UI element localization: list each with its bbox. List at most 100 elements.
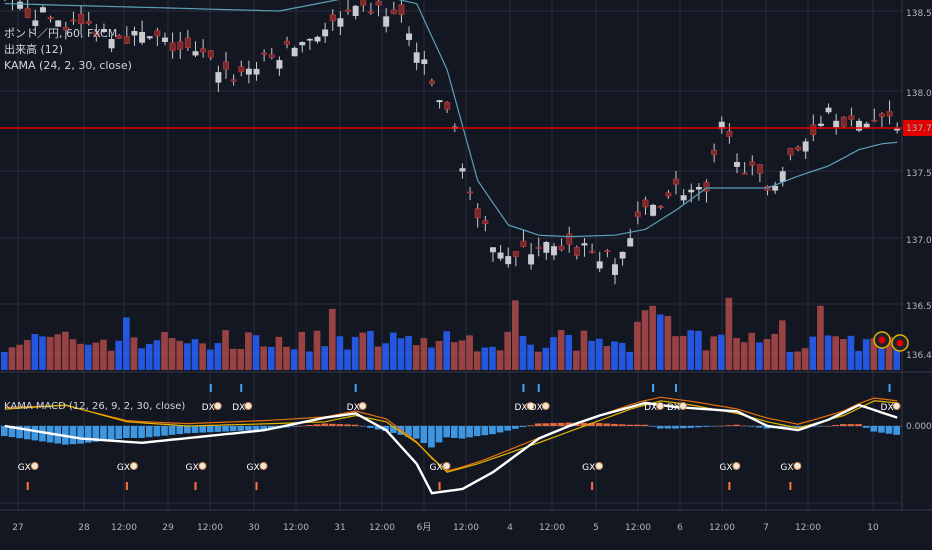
candle-body	[497, 252, 504, 259]
volume-bar	[313, 330, 321, 370]
time-axis-tick: 30	[248, 523, 260, 533]
price-axis-tick: 138.000	[906, 89, 932, 99]
volume-bar	[46, 336, 54, 370]
macd-histogram-bar	[184, 426, 191, 434]
kama-line	[4, 0, 898, 238]
dx-signal-icon	[213, 402, 222, 410]
candle-body	[85, 21, 92, 24]
dx-signal-icon	[656, 402, 665, 410]
macd-histogram-bar	[794, 426, 801, 428]
dx-signal-label: DX	[514, 403, 527, 413]
gx-signal-icon	[30, 462, 39, 470]
gx-signal-icon	[198, 462, 207, 470]
macd-histogram-bar	[92, 426, 100, 442]
candle-body	[93, 31, 100, 37]
macd-histogram-bar	[145, 426, 153, 438]
candle-body	[177, 41, 184, 50]
candle-body	[612, 264, 618, 275]
candle-body	[360, 0, 367, 6]
candle-body	[711, 149, 718, 155]
candle-body	[154, 30, 161, 37]
gx-signal-icon	[259, 462, 268, 470]
time-axis-tick: 12:00	[283, 523, 309, 533]
volume-bar	[634, 321, 641, 370]
volume-bar	[740, 342, 748, 370]
macd-histogram-bar	[496, 426, 504, 433]
volume-bar	[260, 346, 267, 370]
candle-body	[184, 37, 191, 48]
volume-bar	[786, 351, 794, 370]
volume-bar	[824, 335, 832, 370]
time-axis-tick: 12:00	[369, 523, 395, 533]
macd-histogram-bar	[206, 426, 214, 433]
candle-body	[627, 238, 634, 247]
candle-body	[398, 4, 405, 16]
candle-body	[886, 111, 893, 117]
candle-body	[436, 100, 443, 103]
gx-signal-label: GX	[719, 463, 732, 473]
price-axis-tick: 138.500	[906, 9, 932, 19]
volume-bar	[77, 343, 84, 370]
candle-body	[604, 250, 611, 252]
candle-body	[352, 5, 359, 17]
macd-histogram-bar	[817, 426, 824, 427]
macd-histogram-bar	[176, 426, 184, 435]
macd-histogram-bar	[611, 423, 618, 426]
candle-body	[802, 141, 809, 152]
gx-signal-icon	[595, 462, 604, 470]
candle-body	[520, 240, 527, 247]
macd-histogram-bar	[534, 423, 542, 426]
macd-histogram-bar	[23, 426, 31, 440]
candle-body	[726, 131, 733, 137]
dx-signal-label: DX	[881, 403, 894, 413]
macd-histogram-bar	[672, 426, 679, 429]
volume-bar	[184, 343, 191, 370]
volume-bar	[763, 339, 771, 370]
candle-body	[528, 254, 535, 265]
volume-bar	[389, 332, 397, 370]
volume-bar	[344, 349, 351, 370]
legend-volume: 出来高 (12)	[4, 43, 64, 56]
macd-histogram-bar	[763, 426, 771, 429]
candle-body	[62, 27, 69, 31]
volume-bar	[374, 346, 382, 370]
macd-histogram-bar	[161, 426, 168, 436]
candle-body	[596, 261, 603, 269]
macd-histogram-bar	[710, 426, 717, 427]
time-axis-tick: 28	[78, 523, 90, 533]
candle-body	[276, 60, 283, 69]
volume-bar	[206, 349, 214, 370]
volume-bar	[878, 346, 885, 370]
volume-bar	[679, 335, 687, 370]
macd-histogram-bar	[222, 426, 229, 432]
volume-bar	[573, 350, 580, 370]
candle-body	[482, 220, 489, 225]
candle-body	[413, 52, 420, 63]
volume-bar	[405, 336, 412, 370]
macd-histogram-bar	[458, 426, 466, 439]
macd-histogram-bar	[847, 424, 855, 426]
macd-histogram-bar	[306, 425, 313, 426]
event-badge-dot-icon	[896, 339, 904, 347]
volume-bar	[527, 344, 534, 370]
macd-histogram-bar	[252, 426, 260, 431]
time-axis-tick: 12:00	[111, 523, 137, 533]
current-price-label: 137.769	[906, 124, 932, 134]
macd-histogram-bar	[664, 426, 672, 429]
macd-histogram-bar	[656, 426, 664, 429]
candle-body	[642, 199, 649, 208]
candle-body	[428, 80, 435, 84]
volume-bar	[832, 336, 839, 370]
macd-histogram-bar	[443, 426, 450, 438]
candle-body	[795, 146, 802, 151]
candle-body	[284, 40, 290, 45]
dx-signal-label: DX	[232, 403, 245, 413]
candle-body	[32, 20, 39, 26]
candle-body	[817, 123, 824, 126]
volume-bar	[16, 344, 23, 370]
macd-axis-tick: 0.000	[906, 422, 932, 432]
volume-bar	[611, 341, 618, 370]
candle-body	[566, 233, 573, 245]
macd-histogram-bar	[214, 426, 222, 432]
